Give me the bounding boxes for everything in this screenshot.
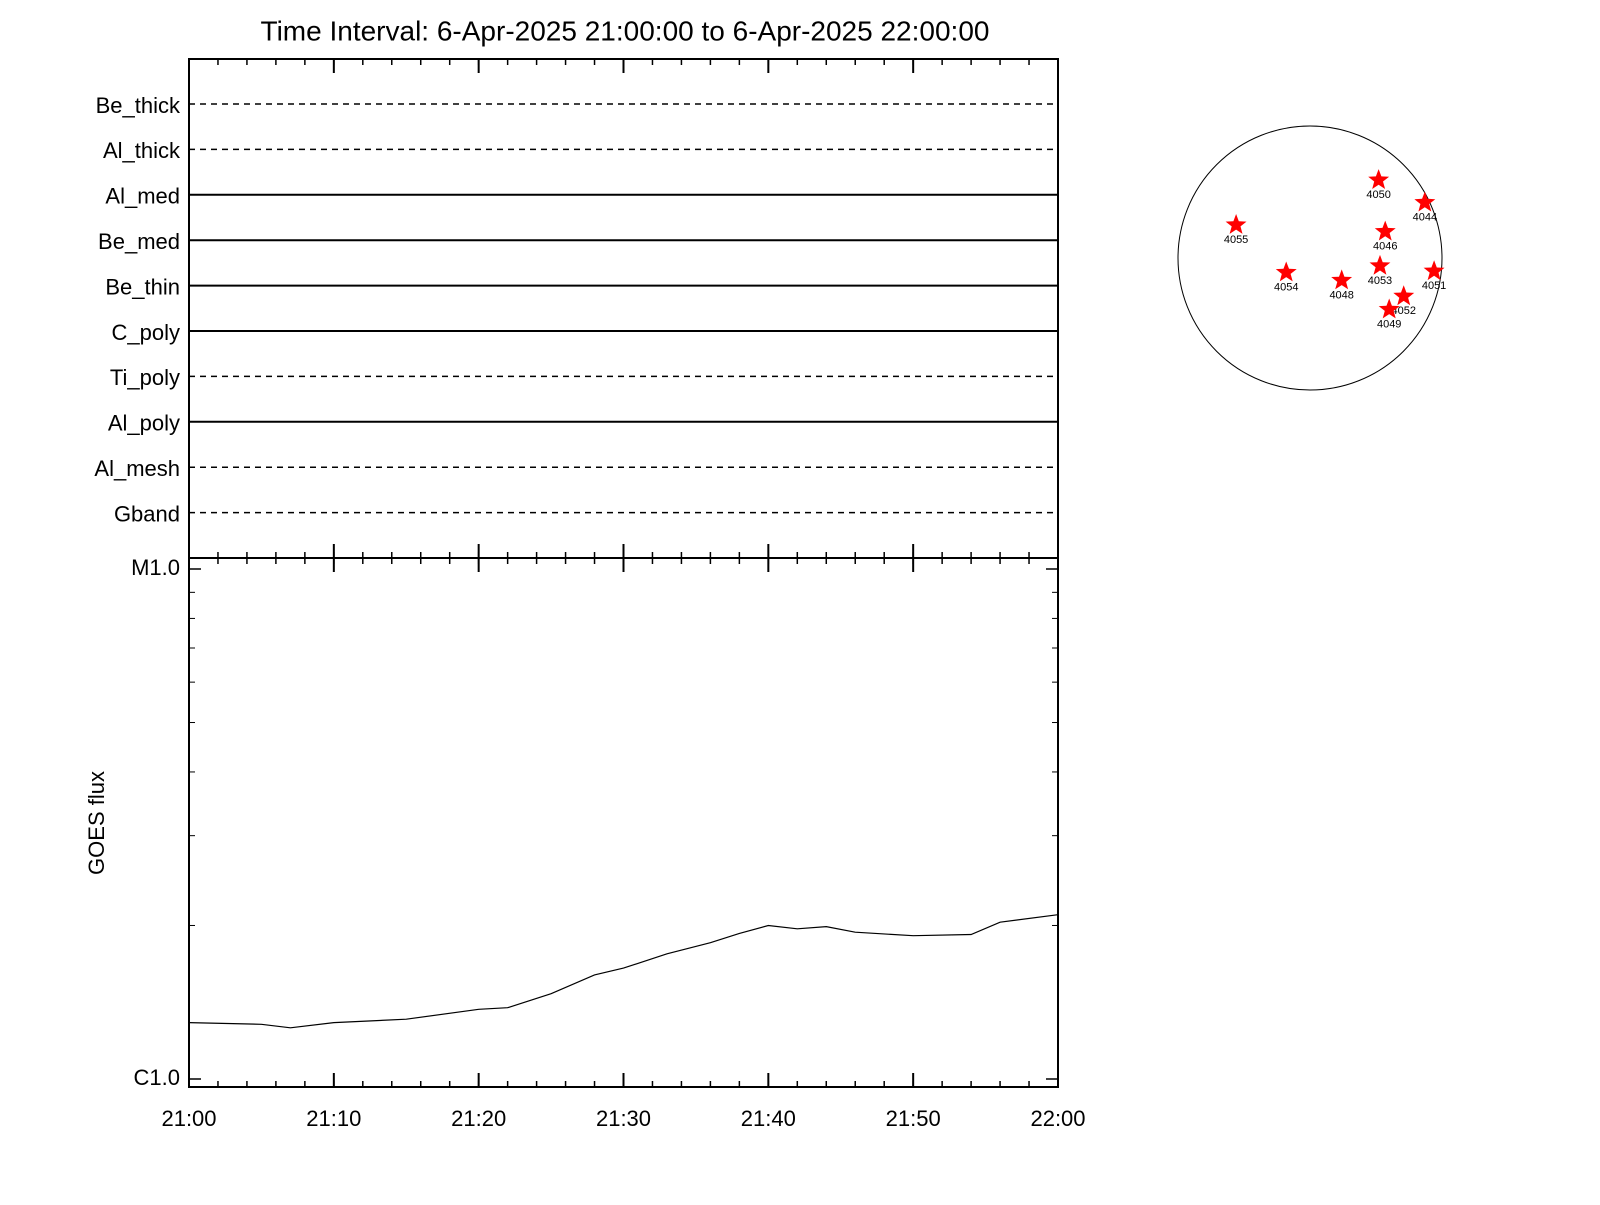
region-marker <box>1369 254 1391 275</box>
region-marker <box>1423 260 1445 281</box>
x-tick-label: 21:10 <box>306 1106 361 1131</box>
y-tick-label: C1.0 <box>134 1065 180 1090</box>
filter-label: Al_poly <box>108 411 180 436</box>
filter-label: Al_med <box>105 184 180 209</box>
region-label: 4050 <box>1366 189 1390 201</box>
region-label: 4044 <box>1413 211 1437 223</box>
x-tick-label: 21:40 <box>741 1106 796 1131</box>
filter-label: C_poly <box>112 320 180 345</box>
x-tick-label: 22:00 <box>1030 1106 1085 1131</box>
filter-label: Be_thick <box>96 93 181 118</box>
region-marker <box>1378 298 1400 319</box>
region-label: 4049 <box>1377 318 1401 330</box>
region-label: 4055 <box>1224 234 1248 246</box>
x-tick-label: 21:00 <box>161 1106 216 1131</box>
region-label: 4054 <box>1274 281 1298 293</box>
region-marker <box>1393 285 1415 306</box>
filter-label: Al_mesh <box>94 456 180 481</box>
region-label: 4048 <box>1329 289 1353 301</box>
y-axis-label: GOES flux <box>84 771 109 875</box>
flux-line <box>188 914 1059 1029</box>
filter-label: Gband <box>114 501 180 526</box>
region-marker <box>1374 220 1396 241</box>
region-marker <box>1225 214 1247 234</box>
filter-label: Ti_poly <box>110 365 180 390</box>
filter-label: Be_med <box>98 229 180 254</box>
filter-frame <box>188 58 1059 559</box>
region-label: 4046 <box>1373 241 1397 253</box>
x-tick-label: 21:20 <box>451 1106 506 1131</box>
region-marker <box>1331 269 1353 290</box>
region-marker <box>1275 261 1297 282</box>
filter-label: Al_thick <box>103 138 181 163</box>
x-tick-label: 21:30 <box>596 1106 651 1131</box>
x-tick-label: 21:50 <box>886 1106 941 1131</box>
region-label: 4051 <box>1422 280 1446 292</box>
y-tick-label: M1.0 <box>131 555 180 580</box>
region-marker <box>1368 169 1390 189</box>
region-label: 4052 <box>1391 305 1415 317</box>
chart-title: Time Interval: 6-Apr-2025 21:00:00 to 6-… <box>261 15 990 46</box>
flux-frame <box>188 557 1059 1088</box>
filter-label: Be_thin <box>105 274 180 299</box>
solar-disk <box>1177 125 1443 391</box>
region-label: 4053 <box>1368 275 1392 287</box>
region-marker <box>1414 191 1436 212</box>
